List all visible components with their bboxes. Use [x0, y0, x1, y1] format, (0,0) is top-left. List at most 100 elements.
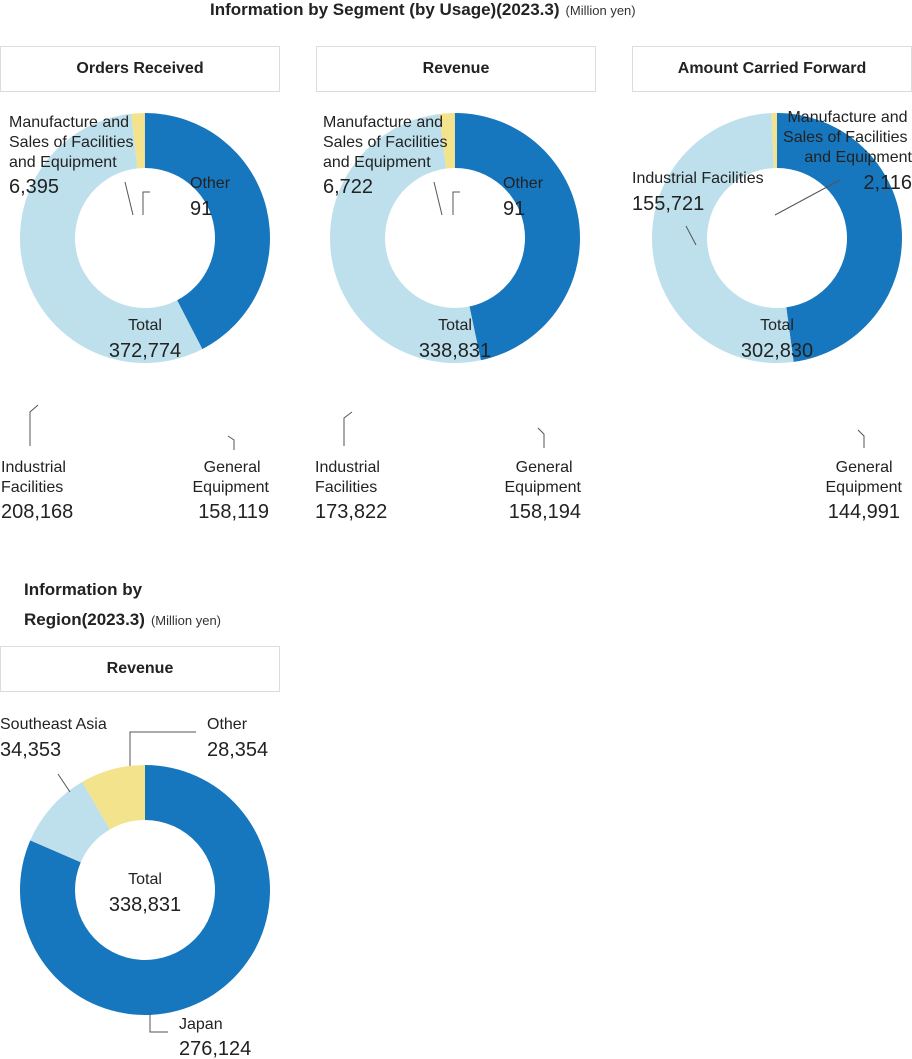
slice-value: 144,991 [828, 501, 900, 523]
slice-label: General Equipment [505, 459, 582, 496]
slice-value: 28,354 [207, 739, 268, 761]
slice-label: Industrial Facilities [315, 459, 384, 496]
leader-line [149, 1013, 168, 1033]
slice-label: Southeast Asia [0, 716, 107, 733]
slice-label-line: Industrial [1, 459, 66, 476]
leader-line [124, 181, 134, 216]
slice-label-line: General [204, 459, 261, 476]
slice-value: 2,116 [863, 172, 912, 194]
leader-line [29, 404, 39, 446]
slice-value: 34,353 [0, 739, 61, 761]
donut-slice-industrial-facilities [20, 113, 203, 363]
slice-label: General Equipment [826, 459, 903, 496]
slice-label: Other [503, 175, 544, 192]
leader-line [142, 191, 150, 215]
donut-slice-general-equipment [145, 113, 271, 350]
chart-header-label: Revenue [106, 660, 174, 677]
slice-label: Industrial Facilities [632, 170, 764, 187]
slice-label: Other [207, 716, 248, 733]
donut-slices [20, 113, 271, 363]
donut-slice-industrial-facilities [330, 113, 481, 363]
slice-label-line: Sales of Facilities [783, 129, 908, 146]
donut-chart-revenue: Total 338,831 Manufacture and Sales of F… [315, 113, 582, 523]
total-label: Total [128, 871, 162, 888]
slice-label-line: Manufacture and [787, 109, 907, 126]
region-section-title-line1: Information by [24, 580, 143, 599]
total-value: 338,831 [109, 894, 181, 916]
slice-value: 208,168 [1, 501, 73, 523]
slice-label-line: and Equipment [323, 154, 431, 171]
slice-label-line: Manufacture and [323, 114, 443, 131]
chart-header-label: Revenue [422, 60, 490, 77]
region-section-unit: (Million yen) [150, 613, 222, 628]
slice-label-line: Equipment [505, 479, 582, 496]
leader-line [343, 411, 353, 446]
leader-line [685, 225, 697, 246]
slice-label-line: General [516, 459, 573, 476]
slice-label-line: Industrial [315, 459, 380, 476]
donut-slices [20, 765, 270, 1015]
donut-chart-orders-received: Total 372,774 Manufacture and Sales of F… [1, 113, 271, 523]
segment-section-title-text: Information by Segment (by Usage)(2023.3… [210, 0, 560, 19]
donut-slice-general-equipment [455, 113, 581, 361]
leader-line [433, 181, 443, 216]
leader-line [537, 427, 545, 448]
total-label: Total [760, 317, 794, 334]
slice-value: 158,194 [509, 501, 581, 523]
donut-slice-other [82, 765, 145, 830]
total-value: 338,831 [419, 340, 491, 362]
leader-line [129, 731, 196, 766]
region-section-title: Information by Region(2023.3) (Million ye… [24, 575, 221, 636]
slice-label-line: Facilities [315, 479, 377, 496]
slice-label-line: Manufacture and [9, 114, 129, 131]
segment-section-unit: (Million yen) [565, 3, 636, 18]
total-label: Total [438, 317, 472, 334]
slice-label-line: Facilities [1, 479, 63, 496]
chart-header-label: Orders Received [76, 60, 204, 77]
slice-label-line: General [836, 459, 893, 476]
chart-header-region-revenue: Revenue [0, 646, 280, 692]
donut-slice-manufacture-and-sales-of-facilities-and-equipment [771, 113, 777, 169]
slice-value: 276,124 [179, 1038, 251, 1059]
slice-label: Manufacture and Sales of Facilities and … [783, 109, 912, 166]
segment-section-title: Information by Segment (by Usage)(2023.3… [210, 0, 636, 20]
slice-value: 173,822 [315, 501, 387, 523]
slice-label-line: Sales of Facilities [323, 134, 448, 151]
leader-line [227, 435, 235, 450]
donut-chart-amount-carried-forward: Total 302,830 Manufacture and Sales of F… [632, 109, 912, 523]
slice-value: 155,721 [632, 193, 704, 215]
region-section-title-line2: Region(2023.3) [24, 610, 145, 629]
slice-label: Industrial Facilities [1, 459, 70, 496]
slice-value: 6,395 [9, 176, 59, 198]
slice-label-line: Equipment [193, 479, 270, 496]
slice-label-line: and Equipment [9, 154, 117, 171]
total-value: 302,830 [741, 340, 813, 362]
slice-label-line: and Equipment [804, 149, 912, 166]
donut-slice-manufacture-and-sales-of-facilities-and-equipment [439, 113, 455, 169]
total-value: 372,774 [109, 340, 181, 362]
slice-label: Manufacture and Sales of Facilities and … [9, 114, 138, 171]
slice-label-line: Equipment [826, 479, 903, 496]
donut-slice-southeast-asia [30, 781, 110, 863]
leader-line [57, 773, 71, 793]
leader-line [452, 191, 460, 215]
slice-label: Japan [179, 1016, 223, 1033]
slice-label: Other [190, 175, 231, 192]
chart-header-amount-carried-forward: Amount Carried Forward [632, 46, 912, 92]
donut-slice-manufacture-and-sales-of-facilities-and-equipment [131, 113, 145, 169]
slice-value: 6,722 [323, 176, 373, 198]
donut-slice-japan [20, 765, 270, 1015]
donut-slice-industrial-facilities [651, 113, 794, 364]
slice-value: 91 [503, 198, 525, 220]
slice-value: 91 [190, 198, 212, 220]
total-label: Total [128, 317, 162, 334]
slice-label-line: Sales of Facilities [9, 134, 134, 151]
slice-label: Manufacture and Sales of Facilities and … [323, 114, 452, 171]
chart-header-orders-received: Orders Received [0, 46, 280, 92]
donut-slices [330, 113, 581, 363]
slice-value: 158,119 [198, 501, 269, 523]
donut-slice-general-equipment [777, 113, 902, 362]
chart-header-label: Amount Carried Forward [677, 60, 867, 77]
chart-header-revenue: Revenue [316, 46, 596, 92]
donut-slices [651, 113, 902, 364]
